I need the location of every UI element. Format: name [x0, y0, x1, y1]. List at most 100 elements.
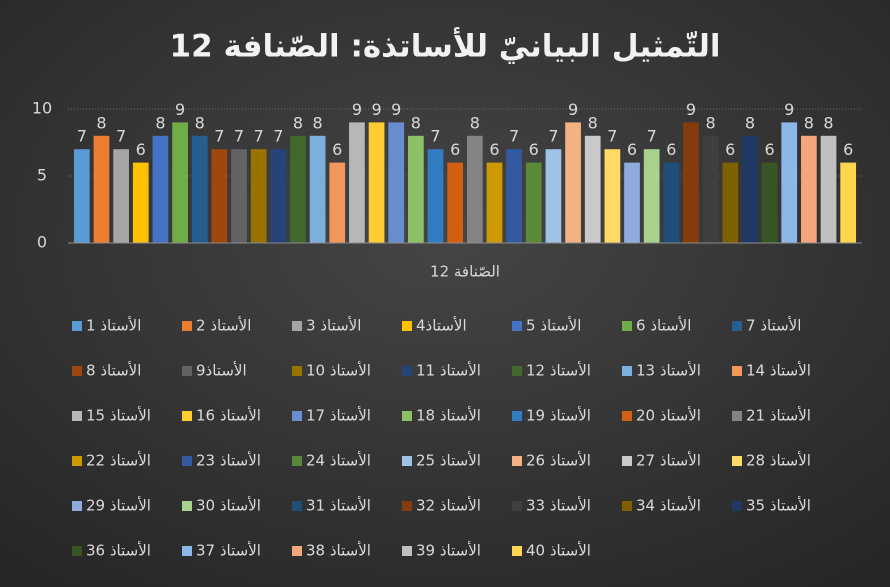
- bar: [427, 149, 444, 243]
- data-label: 8: [588, 113, 598, 132]
- bar: [643, 149, 660, 243]
- data-label: 9: [175, 100, 185, 119]
- legend-label: الأستاذ 24: [306, 451, 371, 470]
- legend-label: الأستاذ 18: [416, 406, 481, 425]
- legend-label: الأستاذ 36: [86, 541, 151, 560]
- data-label: 7: [116, 127, 126, 146]
- data-label: 8: [411, 113, 421, 132]
- legend-marker: [402, 456, 412, 466]
- bar: [349, 122, 365, 243]
- legend-marker: [732, 456, 742, 466]
- y-tick-label: 0: [37, 233, 47, 252]
- bar: [722, 162, 739, 243]
- data-label: 6: [843, 140, 853, 159]
- legend-label: الأستاذ 37: [196, 541, 261, 560]
- bar: [683, 122, 699, 243]
- data-label: 7: [607, 127, 617, 146]
- data-label: 8: [293, 113, 303, 132]
- data-label: 6: [666, 140, 676, 159]
- legend-marker: [732, 366, 742, 376]
- bar: [820, 135, 837, 243]
- data-label: 6: [725, 140, 735, 159]
- legend-marker: [182, 501, 192, 511]
- bar: [309, 135, 326, 243]
- bar: [172, 122, 188, 243]
- legend-marker: [182, 321, 192, 331]
- legend-label: الأستاذ 35: [746, 496, 811, 515]
- legend-marker: [292, 321, 302, 331]
- data-label: 7: [548, 127, 558, 146]
- data-label: 7: [647, 127, 657, 146]
- bar: [663, 162, 680, 243]
- bar: [624, 162, 640, 243]
- legend-label: الأستاذ 5: [526, 316, 581, 335]
- legend-marker: [72, 366, 82, 376]
- data-label: 7: [273, 127, 283, 146]
- bar: [604, 149, 621, 243]
- legend-marker: [622, 321, 632, 331]
- legend-label: الأستاذ 19: [526, 406, 591, 425]
- legend-marker: [622, 411, 632, 421]
- legend-marker: [72, 546, 82, 556]
- bar: [270, 149, 287, 243]
- data-label: 8: [706, 113, 716, 132]
- bar: [231, 149, 247, 243]
- bar: [73, 149, 90, 243]
- data-label: 9: [352, 100, 362, 119]
- data-label: 9: [371, 100, 381, 119]
- legend-label: الأستاذ 16: [196, 406, 261, 425]
- legend-marker: [72, 411, 82, 421]
- legend-label: الأستاذ 17: [306, 406, 371, 425]
- bar: [388, 122, 405, 243]
- data-label: 9: [686, 100, 696, 119]
- legend-label: الأستاذ 2: [196, 316, 251, 335]
- y-tick-label: 5: [37, 166, 47, 185]
- bar: [525, 162, 542, 243]
- legend-marker: [292, 546, 302, 556]
- legend-marker: [512, 501, 522, 511]
- legend-label: الأستاذ 1: [86, 316, 141, 335]
- legend-label: الأستاذ 27: [636, 451, 701, 470]
- legend-label: الأستاذ 10: [306, 361, 371, 380]
- legend-label: الأستاذ 23: [196, 451, 261, 470]
- bar: [506, 149, 522, 243]
- legend-label: الأستاذ9: [196, 361, 247, 380]
- legend-marker: [292, 411, 302, 421]
- x-tick-label: الصّنافة 12: [430, 263, 500, 281]
- data-label: 8: [470, 113, 480, 132]
- data-label: 9: [391, 100, 401, 119]
- data-label: 7: [430, 127, 440, 146]
- y-tick-label: 10: [32, 99, 52, 118]
- data-label: 8: [313, 113, 323, 132]
- legend-label: الأستاذ 3: [306, 316, 361, 335]
- bar: [801, 135, 817, 243]
- legend-label: الأستاذ 6: [636, 316, 691, 335]
- legend-label: الأستاذ 8: [86, 361, 141, 380]
- legend-label: الأستاذ 20: [636, 406, 701, 425]
- data-label: 8: [96, 113, 106, 132]
- legend-label: الأستاذ 12: [526, 361, 591, 380]
- data-label: 7: [214, 127, 224, 146]
- data-label: 6: [764, 140, 774, 159]
- legend-label: الأستاذ 34: [636, 496, 701, 515]
- bar: [545, 149, 562, 243]
- data-label: 9: [568, 100, 578, 119]
- bar: [486, 162, 503, 243]
- bar: [584, 135, 601, 243]
- legend-label: الأستاذ 39: [416, 541, 481, 560]
- legend-label: الأستاذ 13: [636, 361, 701, 380]
- bar: [742, 135, 758, 243]
- data-label: 9: [784, 100, 794, 119]
- chart-title: التّمثيل البيانيّ للأساتذة: الصّنافة 12: [170, 27, 721, 65]
- data-label: 8: [804, 113, 814, 132]
- legend-marker: [732, 501, 742, 511]
- bar: [329, 162, 346, 243]
- legend-label: الأستاذ 29: [86, 496, 151, 515]
- legend-label: الأستاذ 21: [746, 406, 811, 425]
- legend-label: الأستاذ 15: [86, 406, 151, 425]
- data-label: 6: [332, 140, 342, 159]
- data-label: 6: [136, 140, 146, 159]
- legend-label: الأستاذ 32: [416, 496, 481, 515]
- data-label: 8: [155, 113, 165, 132]
